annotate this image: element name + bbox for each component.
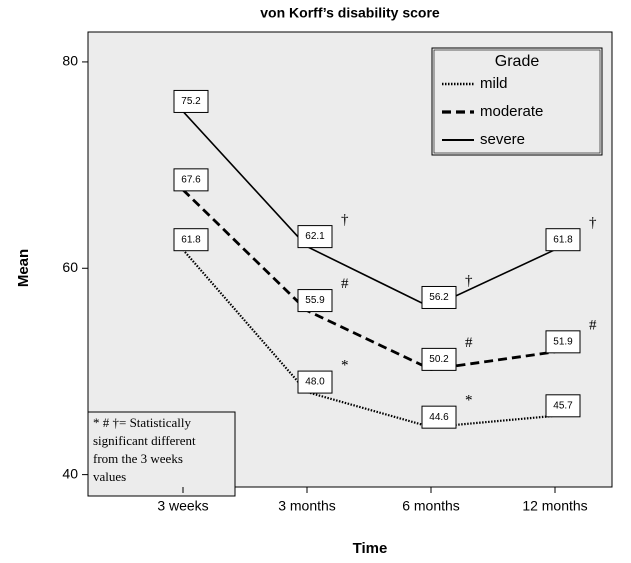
- value-label-box: [297, 370, 333, 394]
- value-label: 62.1: [305, 231, 325, 242]
- annotation: #: [589, 317, 597, 333]
- note-line: from the 3 weeks: [93, 451, 183, 466]
- value-label-box: [545, 394, 581, 418]
- annotation: #: [465, 335, 473, 351]
- legend-box-inner: [433, 49, 601, 154]
- annotation: †: [341, 212, 349, 228]
- legend-title: Grade: [495, 53, 540, 70]
- y-tick-label: 40: [62, 465, 78, 481]
- x-tick-label: 3 months: [278, 498, 336, 514]
- value-label-box: [173, 168, 209, 192]
- x-axis-label: Time: [353, 540, 388, 557]
- value-label-box: [173, 228, 209, 252]
- value-label-box: [421, 405, 457, 429]
- x-tick-label: 3 weeks: [157, 498, 208, 514]
- note-line: * # †= Statistically: [93, 415, 191, 430]
- legend-label: moderate: [480, 103, 543, 120]
- value-label: 75.2: [181, 96, 201, 107]
- annotation: *: [341, 358, 349, 374]
- x-tick-label: 12 months: [522, 498, 587, 514]
- series-line: [182, 248, 556, 429]
- value-label: 67.6: [181, 174, 201, 185]
- value-label: 55.9: [305, 295, 325, 306]
- note-line: significant different: [93, 433, 196, 448]
- y-axis-label: Mean: [15, 249, 32, 287]
- x-tick-label: 6 months: [402, 498, 460, 514]
- annotation: †: [589, 215, 597, 231]
- legend-label: severe: [480, 131, 525, 148]
- chart-title: von Korff’s disability score: [260, 5, 440, 21]
- value-label: 61.8: [553, 234, 573, 245]
- value-label: 61.8: [181, 234, 201, 245]
- legend-label: mild: [480, 75, 508, 92]
- value-label: 50.2: [429, 354, 449, 365]
- note-line: values: [93, 469, 126, 484]
- value-label: 48.0: [305, 377, 325, 388]
- series-line: [182, 188, 556, 371]
- y-tick-label: 80: [62, 53, 78, 69]
- value-label-box: [545, 228, 581, 252]
- note: * # †= Statistically significant differen…: [93, 415, 196, 484]
- value-label: 45.7: [553, 400, 573, 411]
- note-box: [87, 411, 236, 497]
- legend-box: [431, 47, 603, 156]
- annotation: †: [465, 273, 473, 289]
- value-label-box: [297, 225, 333, 249]
- value-label-box: [421, 285, 457, 309]
- y-tick-label: 60: [62, 259, 78, 275]
- series-line: [182, 110, 556, 309]
- annotation: *: [465, 393, 473, 409]
- value-label-box: [421, 347, 457, 371]
- value-label: 56.2: [429, 292, 449, 303]
- value-label-box: [545, 330, 581, 354]
- value-label-box: [173, 89, 209, 113]
- value-label: 51.9: [553, 336, 573, 347]
- annotation: #: [341, 276, 349, 292]
- value-label-box: [297, 289, 333, 313]
- value-label: 44.6: [429, 412, 449, 423]
